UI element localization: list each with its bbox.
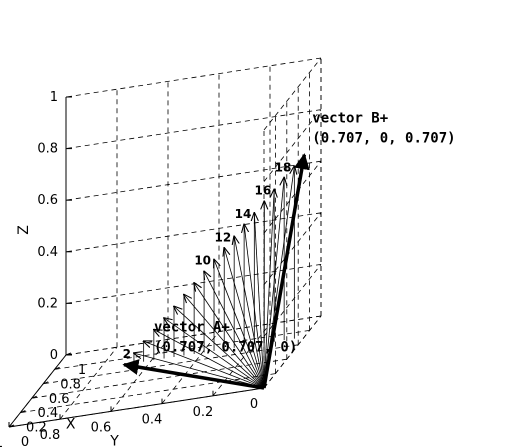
vector-a-arrow [122, 359, 265, 390]
grid-line [110, 339, 169, 412]
grid-line [20, 373, 276, 413]
labels: 00.20.40.60.8100.20.40.60.8100.20.40.60.… [0, 90, 456, 448]
y-tick-label: 0.8 [40, 428, 61, 443]
grid-line [263, 315, 322, 389]
y-tick-label: 0.4 [142, 413, 163, 428]
grid-line [65, 315, 322, 356]
main-vectors [122, 153, 310, 390]
z-tick-label: 0.8 [37, 142, 58, 157]
grid-line [65, 57, 322, 98]
grid-line [263, 109, 322, 182]
x-tick [20, 410, 26, 414]
y-tick-label: 0.2 [193, 405, 214, 420]
vector-index-label: 10 [194, 254, 211, 268]
vector-b-name: vector B+ [312, 111, 388, 127]
x-tick-label: 0.2 [26, 421, 47, 436]
grid-line [31, 358, 287, 399]
intermediate-vector [263, 178, 284, 389]
intermediate-vector [154, 330, 265, 389]
vector-a-components: (0.707, 0.707, 0) [154, 340, 297, 356]
intermediate-vector [164, 318, 265, 389]
y-tick-label: 1 [0, 436, 3, 448]
x-tick [8, 424, 15, 428]
intermediate-vector [214, 260, 265, 389]
intermediate-vector [263, 189, 274, 389]
x-tick-label: 0.8 [60, 377, 81, 392]
vector-index-label: 18 [275, 160, 292, 174]
grid-line [212, 323, 271, 397]
vector-index-label: 12 [214, 230, 231, 244]
y-tick-label: 0.6 [91, 420, 112, 435]
grid-line [263, 264, 322, 337]
z-tick-label: 0.2 [37, 296, 58, 311]
axes [8, 96, 265, 428]
grid-line [161, 331, 220, 404]
y-tick-label: 0 [250, 397, 258, 412]
y-axis-label: Y [109, 434, 119, 448]
vector-index-label: 16 [255, 183, 272, 197]
intermediate-vector [174, 306, 265, 389]
vector-index-label: 14 [235, 207, 252, 221]
x-tick [54, 366, 60, 370]
z-tick-label: 0.4 [37, 245, 58, 260]
grid-line [65, 109, 322, 149]
intermediate-vector [194, 283, 265, 389]
vector-index-label: 2 [123, 347, 131, 361]
grid-line [65, 160, 322, 201]
grid-line [263, 212, 322, 286]
z-tick-label: 0 [50, 348, 58, 363]
x-axis-label: X [66, 417, 76, 433]
x-axis-line [8, 354, 67, 428]
grid-line [43, 344, 299, 385]
grid-line [59, 346, 118, 420]
intermediate-vector [134, 353, 265, 389]
x-tick [43, 381, 49, 385]
grid-line [54, 330, 310, 370]
x-tick [65, 352, 72, 356]
grid-line [263, 57, 322, 131]
vector-b-arrow [262, 153, 310, 389]
x-tick-label: 0.6 [49, 392, 70, 407]
y-axis-line [8, 387, 265, 428]
x-tick-label: 0.4 [37, 406, 58, 421]
grid-line [65, 212, 322, 253]
z-axis-label: Z [16, 225, 32, 235]
intermediate-vector [254, 213, 265, 389]
intermediate-vector [234, 236, 265, 389]
z-tick-label: 0.6 [37, 193, 58, 208]
vector-a-name: vector A+ [154, 320, 230, 336]
x-tick [31, 395, 37, 399]
vector-b-components: (0.707, 0, 0.707) [312, 131, 455, 147]
x-tick-label: 0 [21, 435, 29, 448]
x-tick-label: 1 [78, 363, 86, 378]
grid-line [263, 160, 322, 234]
z-tick-label: 1 [50, 90, 58, 105]
